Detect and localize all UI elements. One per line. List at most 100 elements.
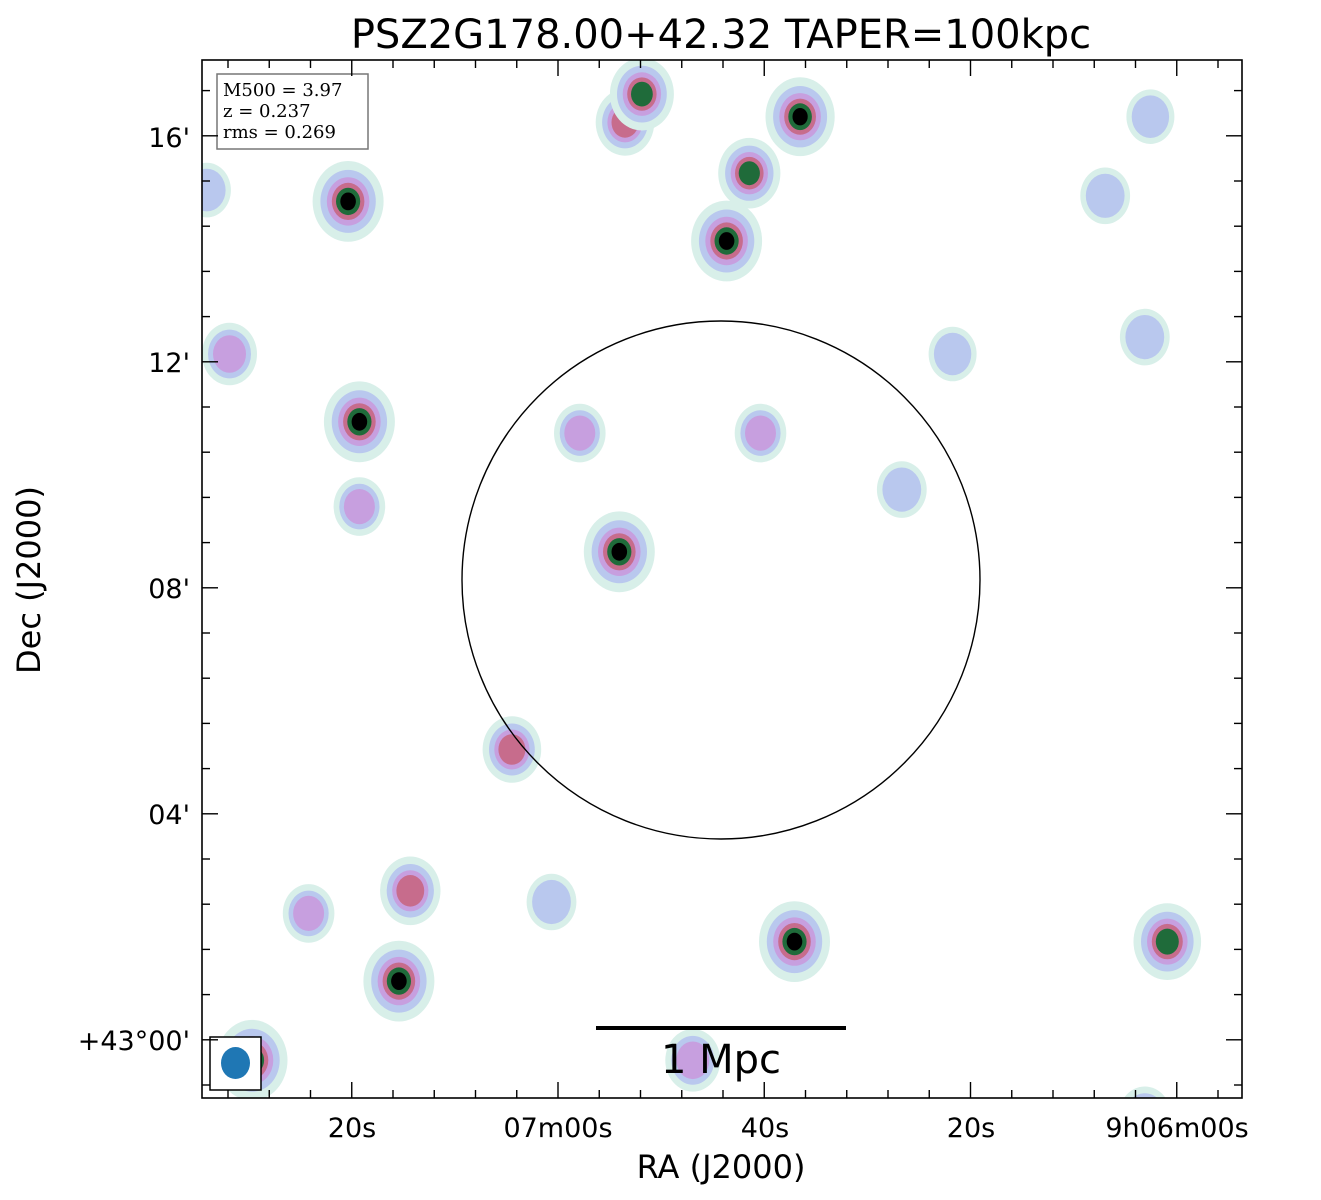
emission-contour xyxy=(102,918,154,977)
radio-source xyxy=(609,60,674,131)
emission-contour xyxy=(293,895,325,932)
emission-contour xyxy=(498,734,526,765)
radio-source xyxy=(202,162,231,218)
emission-contour xyxy=(887,1138,929,1185)
emission-contour xyxy=(881,1132,934,1193)
radio-source xyxy=(323,381,395,463)
emission-contour xyxy=(343,489,375,525)
y-axis-label: Dec (J2000) xyxy=(10,486,48,674)
emission-contour xyxy=(340,192,356,211)
x-tick-label: 20s xyxy=(328,1113,376,1144)
radio-source xyxy=(665,1029,721,1092)
radio-source xyxy=(526,873,577,931)
plot-frame xyxy=(201,59,1243,1099)
emission-contour xyxy=(892,1144,924,1180)
axis-ticks xyxy=(202,60,1242,1098)
radio-source xyxy=(881,1132,934,1193)
emission-contour xyxy=(1085,173,1125,218)
radio-source xyxy=(928,326,977,382)
emission-contour xyxy=(745,415,776,451)
emission-contour xyxy=(882,467,922,512)
emission-contour xyxy=(49,814,104,877)
emission-contour xyxy=(213,335,246,373)
radio-source xyxy=(1119,308,1170,366)
radio-source xyxy=(718,137,781,209)
radio-source xyxy=(765,77,835,157)
radio-source xyxy=(691,200,763,282)
radio-source xyxy=(363,940,435,1022)
chart-title: PSZ2G178.00+42.32 TAPER=100kpc xyxy=(351,12,1091,58)
emission-contour xyxy=(61,827,94,864)
emission-contour xyxy=(933,332,972,376)
emission-contour xyxy=(532,879,571,925)
radio-source xyxy=(380,856,441,926)
beam-frame xyxy=(209,1036,262,1091)
emission-contour xyxy=(108,925,148,971)
emission-contour xyxy=(611,542,628,561)
scale-bar-label: 1 Mpc xyxy=(661,1037,781,1083)
info-box: M500 = 3.97 z = 0.237 rms = 0.269 xyxy=(216,73,369,150)
emission-contour xyxy=(786,932,803,951)
radio-source xyxy=(41,805,112,886)
radio-source xyxy=(482,716,542,783)
x-tick-label: 40s xyxy=(741,1113,789,1144)
radio-source xyxy=(583,511,655,593)
y-tick-label: 12' xyxy=(148,348,190,379)
emission-contour xyxy=(792,108,808,126)
radio-source xyxy=(1126,89,1175,144)
emission-contour xyxy=(718,232,735,250)
y-tick-label: +43°00' xyxy=(78,1026,190,1057)
emission-contour xyxy=(564,415,596,451)
emission-contour xyxy=(65,832,89,859)
emission-contour xyxy=(1253,1069,1297,1119)
info-line-redshift: z = 0.237 xyxy=(223,101,311,122)
radio-source xyxy=(1133,903,1202,980)
radio-source xyxy=(282,884,335,943)
radio-source xyxy=(734,403,787,463)
radio-source xyxy=(554,403,606,463)
emission-contour xyxy=(1246,1062,1303,1127)
emission-contour xyxy=(41,805,112,886)
emission-contour xyxy=(391,972,407,990)
emission-contour xyxy=(1155,928,1179,955)
x-tick-label: 07m00s xyxy=(503,1113,612,1144)
emission-contour xyxy=(351,412,368,431)
emission-contour xyxy=(1123,1086,1166,1098)
x-tick-label: 20s xyxy=(947,1113,995,1144)
radio-source xyxy=(1246,1062,1303,1127)
emission-contour xyxy=(1131,95,1170,138)
radio-source xyxy=(312,161,384,242)
emission-contour xyxy=(1125,315,1165,360)
beam-ellipse xyxy=(221,1047,250,1079)
emission-contour xyxy=(631,81,653,107)
radio-source xyxy=(202,322,257,386)
emission-contour xyxy=(202,168,226,212)
info-line-rms: rms = 0.269 xyxy=(223,122,336,143)
emission-contour xyxy=(112,930,143,965)
emission-contour xyxy=(396,875,425,907)
radio-source xyxy=(102,918,154,977)
radio-source xyxy=(1080,167,1131,225)
info-line-mass: M500 = 3.97 xyxy=(223,80,342,101)
radio-source xyxy=(1123,1086,1166,1098)
y-tick-labels: +43°00' 04' 08' 12' 16' xyxy=(78,123,190,1057)
emission-contour xyxy=(1262,1079,1288,1109)
radio-source xyxy=(876,461,927,518)
beam-box xyxy=(209,1036,262,1091)
radio-source xyxy=(333,477,386,536)
emission-contour xyxy=(676,1041,710,1080)
r500-circle xyxy=(461,320,981,840)
x-tick-label: 9h06m00s xyxy=(1105,1113,1248,1144)
emission-contour xyxy=(56,821,99,869)
emission-contour xyxy=(69,837,85,855)
emission-contour xyxy=(1132,1093,1158,1098)
info-box-frame xyxy=(216,73,369,150)
y-tick-label: 16' xyxy=(148,123,190,154)
x-axis-label: RA (J2000) xyxy=(637,1148,806,1186)
emission-contour xyxy=(1258,1075,1292,1114)
y-tick-label: 08' xyxy=(148,574,190,605)
emission-contour xyxy=(738,161,760,186)
x-tick-labels: 20s 07m00s 40s 20s 9h06m00s xyxy=(328,1113,1249,1144)
y-tick-label: 04' xyxy=(148,800,190,831)
